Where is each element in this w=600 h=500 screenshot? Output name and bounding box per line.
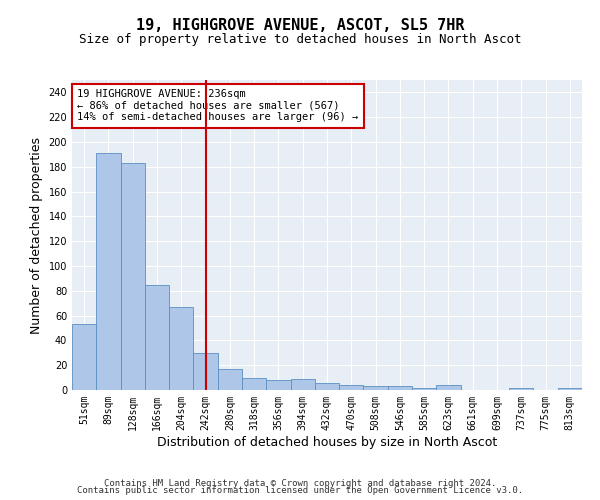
Bar (242, 378, 266, 390)
Text: Size of property relative to detached houses in North Ascot: Size of property relative to detached ho… (79, 32, 521, 46)
Bar (193, 353, 218, 390)
Bar (364, 386, 388, 390)
Bar (145, 284, 169, 390)
Bar (121, 163, 145, 390)
Bar (339, 385, 364, 390)
Bar (96, 153, 121, 390)
Text: 19 HIGHGROVE AVENUE: 236sqm
← 86% of detached houses are smaller (567)
14% of se: 19 HIGHGROVE AVENUE: 236sqm ← 86% of det… (77, 90, 358, 122)
Bar (218, 369, 242, 390)
Bar (436, 385, 461, 390)
Bar (558, 388, 582, 390)
Bar (509, 388, 533, 390)
Text: 19, HIGHGROVE AVENUE, ASCOT, SL5 7HR: 19, HIGHGROVE AVENUE, ASCOT, SL5 7HR (136, 18, 464, 32)
Bar (290, 379, 315, 390)
Bar (412, 388, 436, 390)
Bar (72, 324, 96, 390)
Bar (315, 382, 339, 390)
Bar (169, 307, 193, 390)
Text: Contains HM Land Registry data © Crown copyright and database right 2024.: Contains HM Land Registry data © Crown c… (104, 478, 496, 488)
Y-axis label: Number of detached properties: Number of detached properties (30, 136, 43, 334)
Bar (266, 380, 290, 390)
Bar (388, 386, 412, 390)
Text: Contains public sector information licensed under the Open Government Licence v3: Contains public sector information licen… (77, 486, 523, 495)
X-axis label: Distribution of detached houses by size in North Ascot: Distribution of detached houses by size … (157, 436, 497, 448)
